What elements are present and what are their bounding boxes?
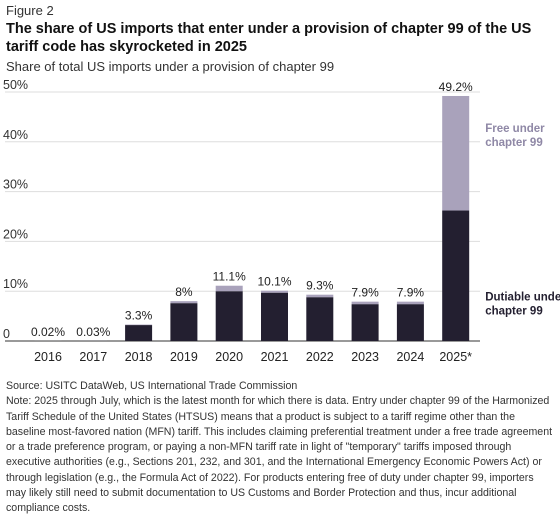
bar-free [170,301,198,304]
x-tick-label: 2025* [439,350,472,364]
bar-free [306,294,334,298]
data-label: 7.9% [351,286,379,300]
data-label: 9.3% [306,279,334,293]
data-label: 10.1% [257,275,291,289]
bar-dutiable [261,292,288,341]
y-tick-label: 10% [3,277,28,291]
y-tick-label: 0 [3,327,10,341]
stacked-bar-chart: 0 10% 20% 30% 40% 50% 2016 0.02% 2017 0.03% 2018 3.… [3,78,560,364]
legend-dutiable: Dutiable under chapter 99 [485,291,560,317]
chart-title: The share of US imports that enter under… [6,21,532,55]
x-tick-label: 2019 [170,350,198,364]
y-tick-label: 40% [3,128,28,142]
bar-free [215,285,243,292]
x-tick-label: 2021 [261,350,289,364]
bar-free [261,290,288,293]
bar-dutiable [125,325,153,341]
note-text: Note: 2025 through July, which is the la… [6,395,553,515]
data-label: 8% [175,285,193,299]
bar-dutiable [215,291,243,341]
data-label: 3.3% [125,309,153,323]
labels: 0 10% 20% 30% 40% 50% 2016 0.02% 2017 0.03% 2018 3.… [3,78,560,364]
bars [34,95,470,341]
source-text: Source: USITC DataWeb, US International … [6,380,298,392]
x-tick-label: 2023 [351,350,379,364]
bar-dutiable [170,303,198,341]
notes-block: Source: USITC DataWeb, US International … [6,379,556,517]
x-tick-label: 2018 [125,350,153,364]
y-tick-label: 30% [3,178,28,192]
chart-subtitle: Share of total US imports under a provis… [6,59,335,74]
bar-dutiable [306,297,334,341]
x-tick-label: 2020 [215,350,243,364]
x-tick-label: 2022 [306,350,334,364]
data-label: 7.9% [397,286,425,300]
legend-free: Free under chapter 99 [485,123,545,149]
bar-free [442,95,470,211]
x-tick-label: 2017 [79,350,107,364]
data-label: 11.1% [213,270,246,284]
bar-free [351,301,379,305]
bar-dutiable [351,304,379,341]
data-label: 49.2% [439,80,473,94]
y-tick-label: 50% [3,78,28,92]
data-label: 0.03% [76,325,110,339]
data-label: 0.02% [31,325,65,339]
y-tick-label: 20% [3,227,28,241]
x-tick-label: 2024 [396,350,424,364]
bar-free [396,301,424,305]
x-tick-label: 2016 [34,350,62,364]
figure-label: Figure 2 [6,3,54,18]
bar-dutiable [442,210,470,341]
bar-dutiable [396,304,424,341]
